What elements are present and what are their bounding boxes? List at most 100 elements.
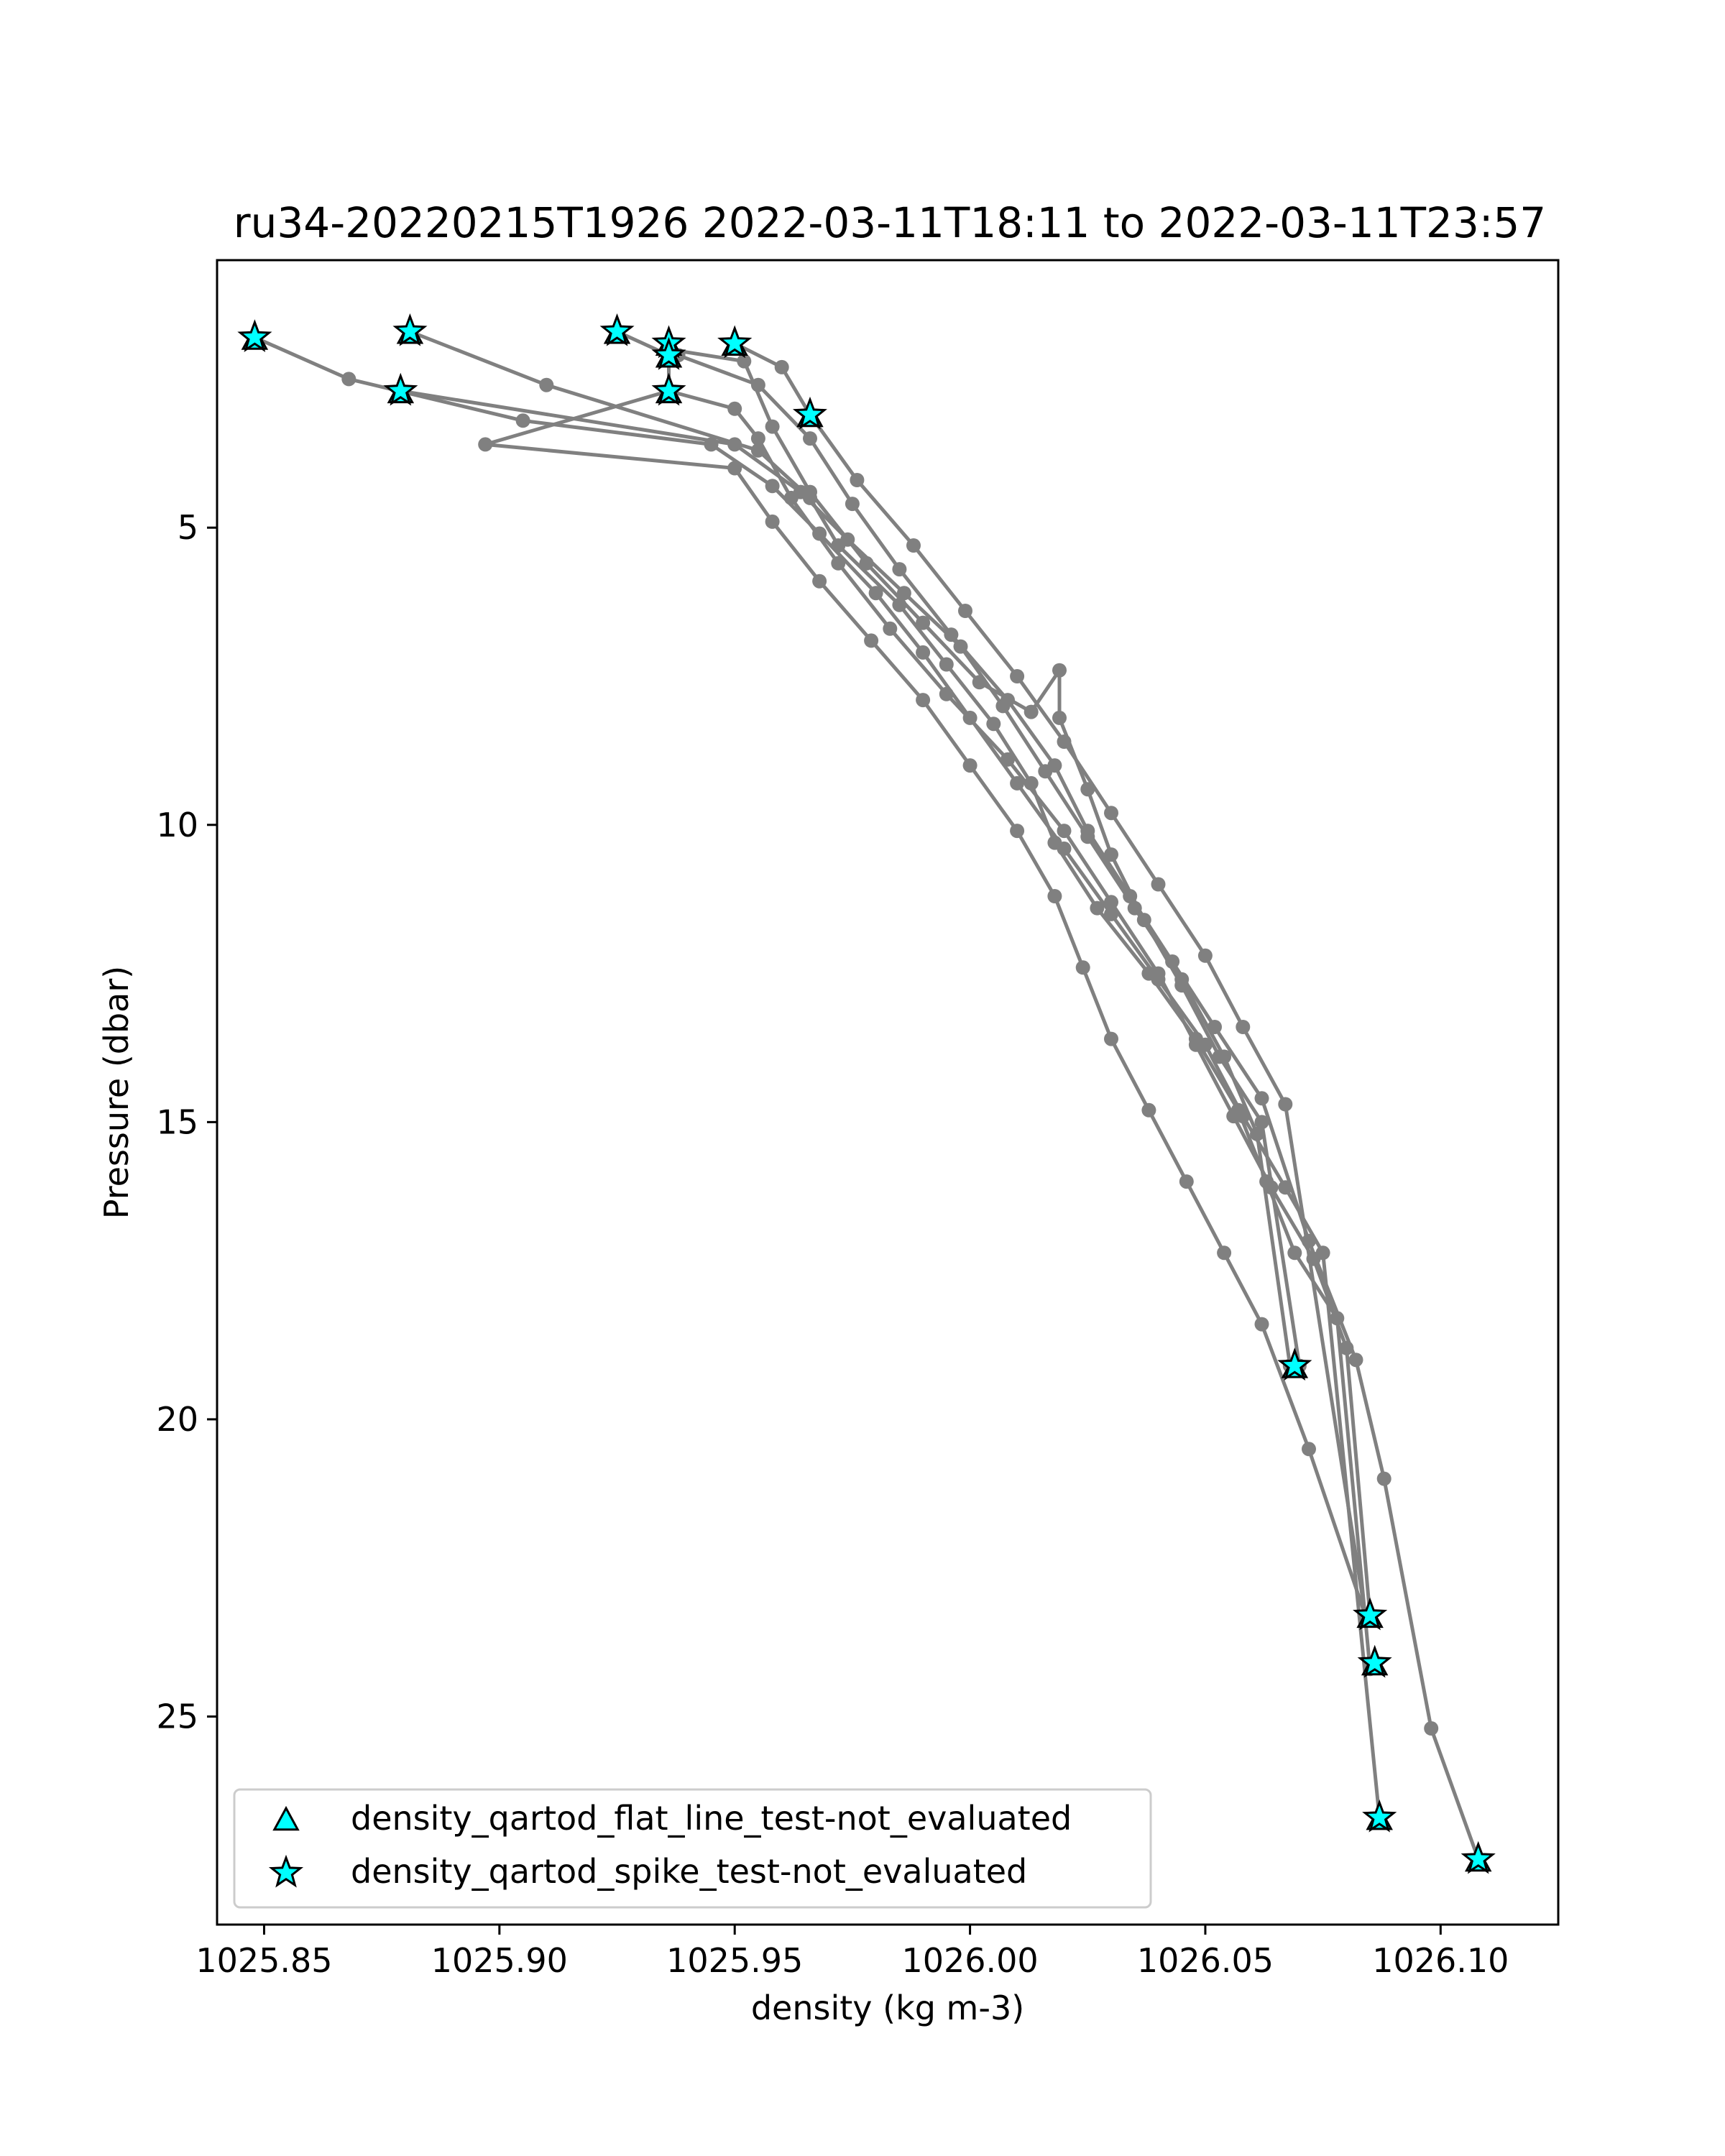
data-point: [765, 514, 780, 529]
data-point: [1151, 966, 1166, 981]
data-point: [1104, 895, 1118, 910]
data-point: [515, 413, 530, 428]
data-point: [986, 717, 1001, 732]
data-point: [1057, 824, 1072, 839]
spike-flag-marker: [792, 396, 827, 430]
x-tick-label: 1026.05: [1137, 1941, 1274, 1980]
data-point: [939, 686, 954, 701]
data-point: [845, 497, 860, 512]
series-line-2: [254, 336, 1381, 1818]
x-tick-label: 1026.00: [901, 1941, 1038, 1980]
data-point: [1424, 1721, 1439, 1736]
data-point: [831, 556, 846, 571]
x-tick-label: 1026.10: [1372, 1941, 1509, 1980]
data-point: [727, 401, 742, 416]
data-point: [1250, 1126, 1264, 1141]
spike-flag-marker: [392, 313, 428, 346]
spike-flag-marker: [1277, 1348, 1312, 1381]
data-point: [1302, 1233, 1316, 1248]
data-point: [737, 354, 752, 369]
x-axis: 1025.85 1025.90 1025.95 1026.00 1026.05 1026.…: [196, 1925, 1509, 1980]
data-point: [478, 437, 493, 452]
data-point: [774, 359, 789, 374]
data-point: [727, 437, 742, 452]
series-line-3: [400, 389, 1292, 1366]
chart-title: ru34-20220215T1926 2022-03-11T18:11 to 2…: [234, 198, 1546, 247]
data-point: [1254, 1091, 1269, 1106]
legend-box: [233, 1788, 1152, 1909]
data-point: [1217, 1245, 1232, 1261]
data-point: [1236, 1020, 1251, 1034]
data-point: [783, 490, 799, 505]
data-point: [916, 693, 931, 708]
data-point: [1197, 948, 1213, 963]
data-point: [1000, 752, 1015, 767]
data-point: [341, 372, 356, 387]
data-point: [1136, 913, 1151, 928]
data-point: [864, 633, 879, 648]
data-point: [1254, 1317, 1269, 1332]
legend-star-marker: [268, 1854, 304, 1888]
data-point: [1287, 1245, 1302, 1261]
y-tick-label: 20: [156, 1400, 198, 1439]
legend-triangle-marker: [272, 1805, 300, 1831]
data-point: [1348, 1353, 1363, 1368]
data-point: [1080, 782, 1095, 797]
data-point: [765, 479, 780, 494]
data-point: [1174, 978, 1190, 993]
data-point: [803, 431, 817, 446]
spike-flag-marker: [383, 372, 418, 406]
data-point: [1226, 1109, 1241, 1124]
data-point: [1376, 1471, 1392, 1486]
y-axis: 5 10 15 20 25: [156, 508, 217, 1736]
data-point: [850, 473, 865, 487]
y-tick-label: 15: [156, 1102, 198, 1141]
spike-flag-marker: [651, 372, 686, 406]
data-point: [916, 645, 931, 660]
data-point: [1080, 824, 1095, 839]
data-point: [539, 377, 554, 392]
data-point: [1151, 877, 1166, 892]
spike-flag-marker: [237, 319, 272, 352]
data-point: [1010, 669, 1025, 683]
data-point: [892, 562, 907, 577]
y-tick-label: 10: [156, 806, 198, 844]
y-axis-label: Pressure (dbar): [97, 966, 136, 1219]
data-point: [1302, 1442, 1316, 1457]
data-point: [916, 615, 931, 630]
data-point: [1188, 1037, 1203, 1052]
data-point: [727, 461, 742, 476]
data-point: [1278, 1097, 1293, 1112]
spike-flag-marker: [1353, 1597, 1388, 1631]
data-point: [1104, 847, 1118, 862]
data-point: [1052, 663, 1067, 678]
legend-label-flat-line: density_qartod_flat_line_test-not_evalua…: [351, 1799, 1072, 1838]
series-line-6: [677, 353, 1481, 1860]
x-axis-label: density (kg m-3): [751, 1989, 1024, 2027]
data-point: [1075, 960, 1090, 975]
data-point: [1090, 900, 1105, 916]
legend-label-spike: density_qartod_spike_test-not_evaluated: [351, 1852, 1027, 1891]
data-point: [906, 538, 921, 553]
data-point: [750, 431, 765, 446]
data-point: [962, 758, 978, 773]
data-point: [1047, 758, 1062, 773]
spike-flag-marker: [1357, 1644, 1392, 1678]
data-point: [1212, 1049, 1227, 1064]
data-point: [812, 573, 827, 589]
data-point: [803, 484, 817, 499]
y-tick-label: 5: [178, 508, 198, 547]
data-point: [1010, 824, 1025, 839]
spike-flag-marker: [651, 336, 686, 370]
data-point: [1179, 1174, 1194, 1189]
legend: density_qartod_flat_line_test-not_evalua…: [233, 1788, 1152, 1909]
data-point: [1052, 710, 1067, 725]
data-point: [1057, 841, 1072, 856]
data-point: [939, 657, 954, 672]
series-line-8: [483, 389, 1367, 1616]
data-point: [765, 419, 780, 434]
data-point: [1141, 1102, 1156, 1118]
spike-flag-marker: [1460, 1841, 1496, 1874]
data-point: [1010, 775, 1025, 791]
